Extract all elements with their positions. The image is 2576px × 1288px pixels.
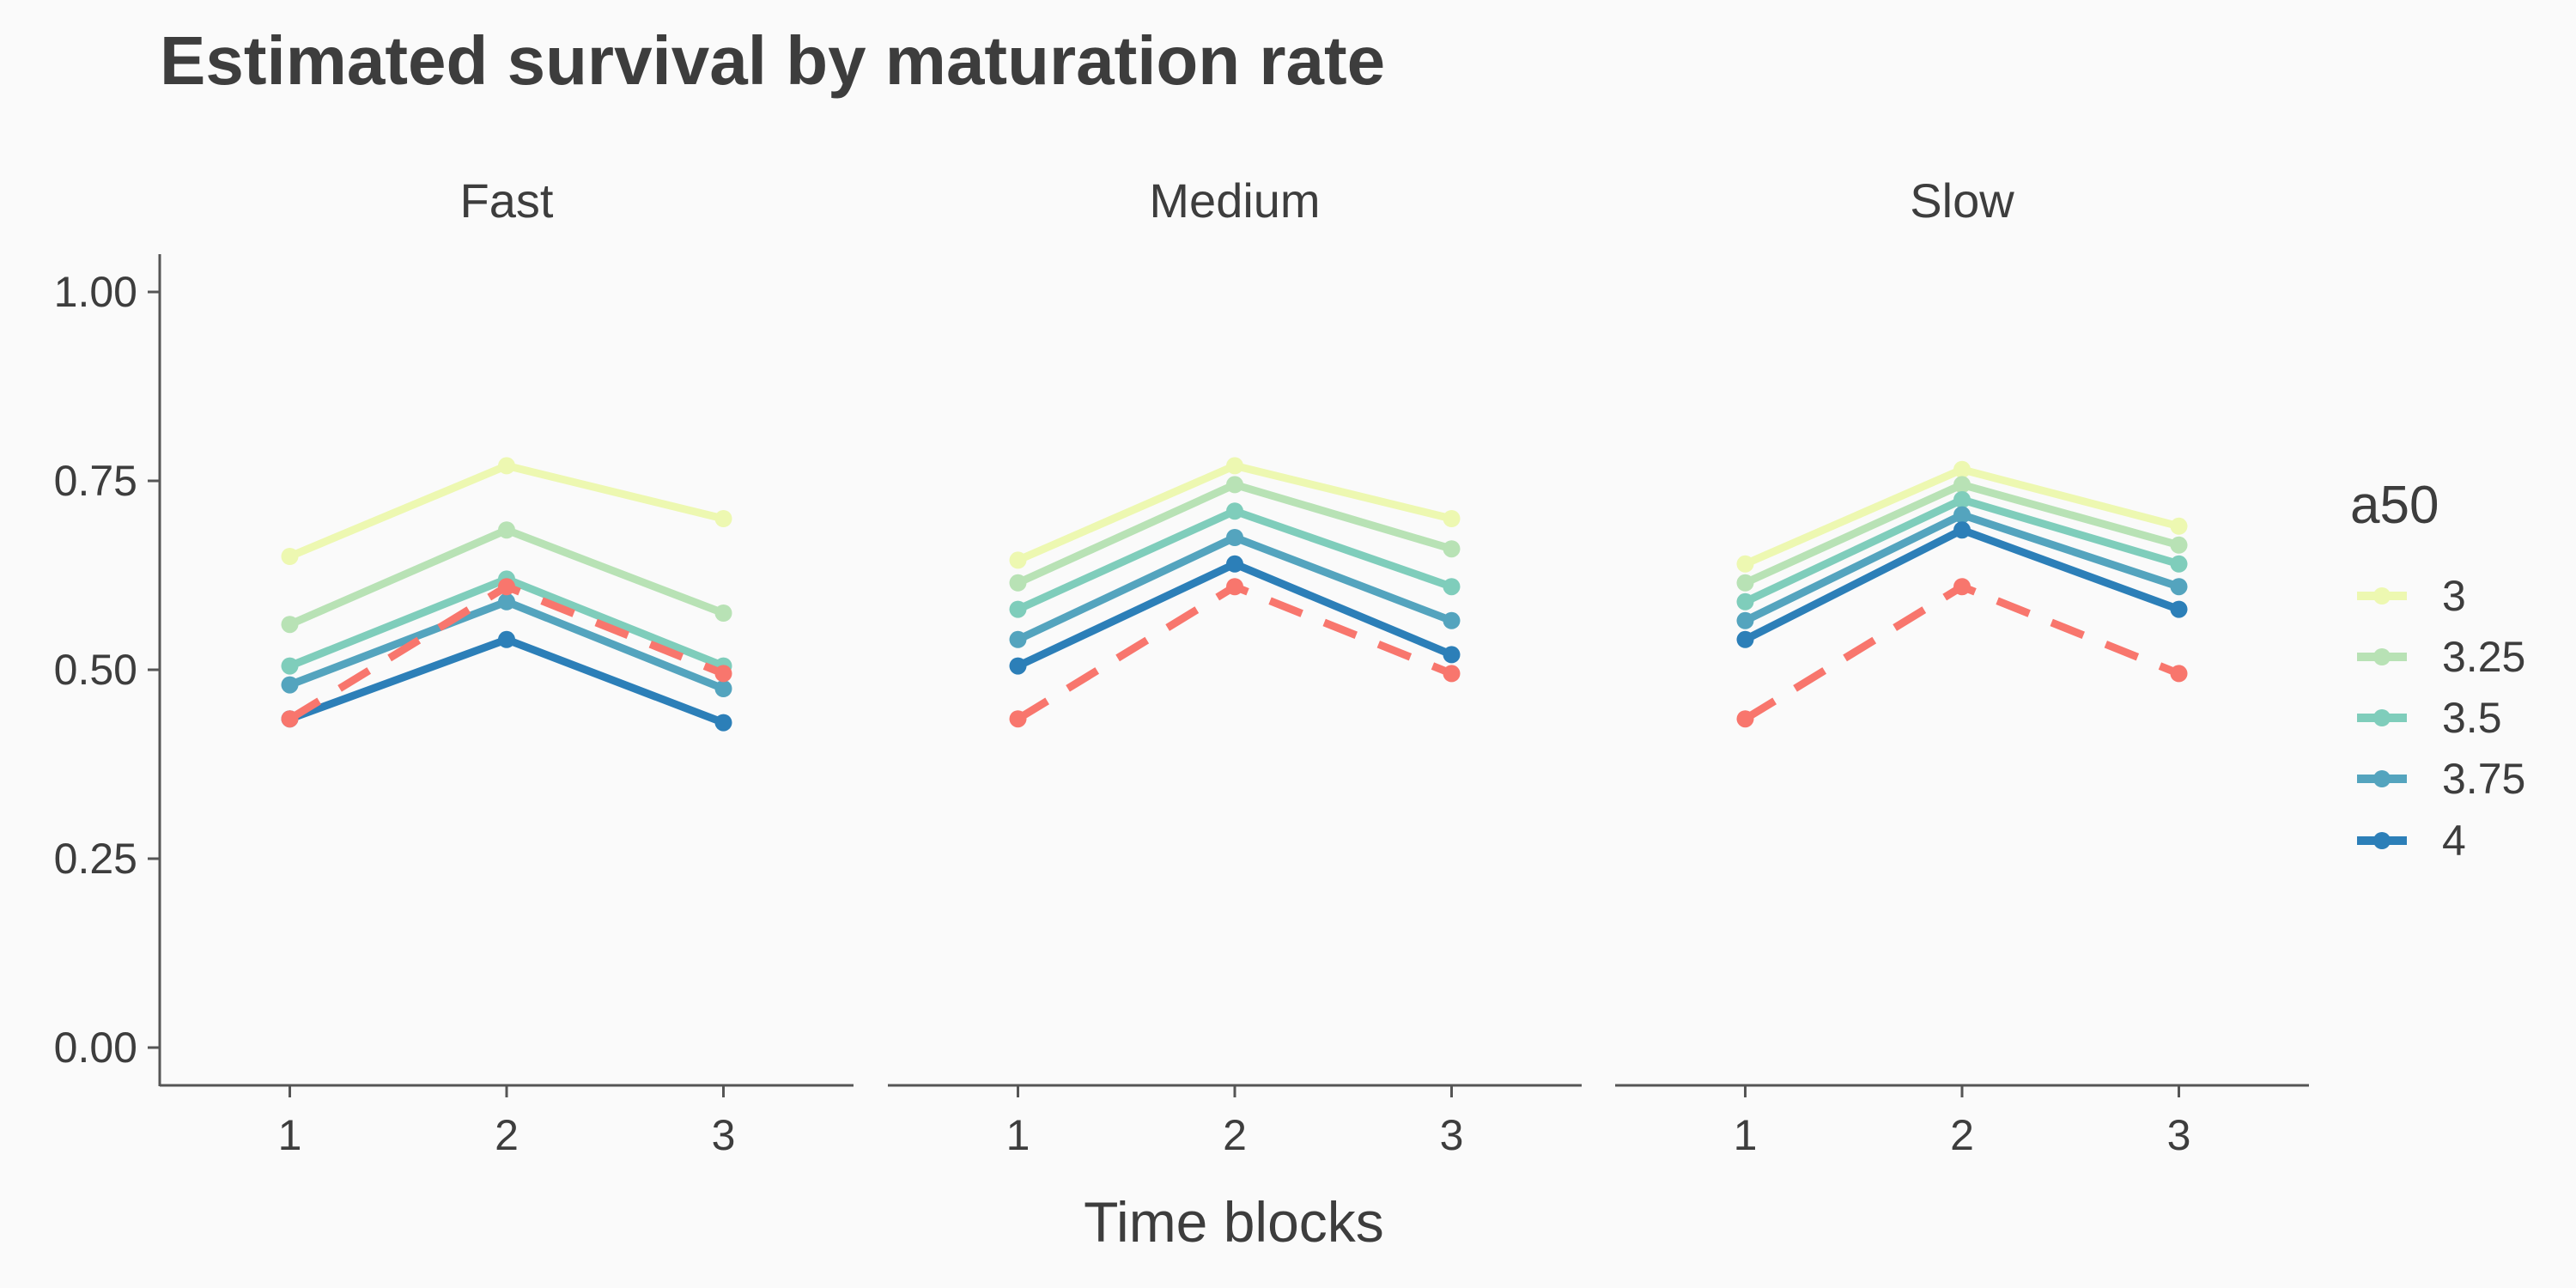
data-point-a50-3.75 bbox=[498, 592, 515, 611]
panel-strip-label: Slow bbox=[1910, 173, 2014, 228]
data-point-a50-3.5 bbox=[1953, 491, 1971, 508]
data-point-a50-3 bbox=[2170, 517, 2188, 535]
legend-key-point bbox=[2373, 587, 2391, 605]
data-point-a50-3.25 bbox=[281, 616, 299, 634]
reference-point bbox=[1953, 578, 1971, 596]
legend-key-point bbox=[2373, 648, 2391, 665]
data-point-a50-3 bbox=[1226, 457, 1243, 475]
legend-item-3.75: 3.75 bbox=[2357, 755, 2525, 803]
x-tick-label: 2 bbox=[495, 1111, 519, 1159]
data-point-a50-3 bbox=[498, 457, 515, 475]
panel-medium: Medium 1 2 3 bbox=[888, 173, 1582, 1159]
data-point-a50-3.75 bbox=[1953, 506, 1971, 524]
data-point-a50-3.25 bbox=[714, 605, 732, 622]
reference-point bbox=[498, 578, 515, 596]
panel-strip-label: Medium bbox=[1149, 173, 1320, 228]
data-point-a50-3.25 bbox=[1226, 476, 1243, 494]
legend-label: 3 bbox=[2442, 572, 2466, 620]
y-tick-label: 0.75 bbox=[54, 457, 137, 505]
data-point-a50-4 bbox=[1443, 646, 1461, 664]
data-point-a50-3.25 bbox=[1953, 476, 1971, 494]
reference-point bbox=[281, 710, 299, 728]
data-point-a50-3.5 bbox=[1226, 502, 1243, 520]
data-point-a50-3.75 bbox=[1736, 611, 1754, 629]
reference-point bbox=[714, 665, 732, 683]
x-tick-label: 1 bbox=[1734, 1111, 1758, 1159]
data-point-a50-3.5 bbox=[281, 657, 299, 675]
panel-slow: Slow 1 2 3 bbox=[1615, 173, 2309, 1159]
reference-point bbox=[1443, 665, 1461, 683]
reference-point bbox=[1736, 710, 1754, 728]
y-tick-label: 0.25 bbox=[54, 835, 137, 883]
legend-label: 3.5 bbox=[2442, 694, 2502, 742]
data-point-a50-3.75 bbox=[281, 676, 299, 694]
legend-key-point bbox=[2373, 832, 2391, 849]
x-tick-label: 3 bbox=[2167, 1111, 2191, 1159]
data-point-a50-4 bbox=[2170, 600, 2188, 618]
legend-item-4: 4 bbox=[2357, 817, 2466, 865]
x-tick-label: 1 bbox=[1006, 1111, 1030, 1159]
x-tick-label: 1 bbox=[278, 1111, 302, 1159]
y-tick-label: 0.00 bbox=[54, 1024, 137, 1072]
data-point-a50-3.25 bbox=[1009, 574, 1027, 592]
data-point-a50-3.5 bbox=[1443, 578, 1461, 596]
x-tick-label: 2 bbox=[1950, 1111, 1974, 1159]
data-point-a50-3.25 bbox=[1443, 540, 1461, 558]
panel-strip-label: Fast bbox=[460, 173, 554, 228]
data-point-a50-3 bbox=[714, 510, 732, 527]
data-point-a50-3.75 bbox=[714, 680, 732, 697]
data-point-a50-3 bbox=[281, 548, 299, 565]
data-point-a50-4 bbox=[1009, 657, 1027, 675]
data-point-a50-4 bbox=[1226, 555, 1243, 573]
data-point-a50-3.5 bbox=[2170, 555, 2188, 573]
reference-point bbox=[1226, 578, 1243, 596]
x-axis-title: Time blocks bbox=[1084, 1190, 1384, 1254]
legend-key-point bbox=[2373, 709, 2391, 726]
data-point-a50-4 bbox=[1953, 521, 1971, 539]
x-tick-label: 3 bbox=[712, 1111, 736, 1159]
data-point-a50-3.75 bbox=[1226, 529, 1243, 546]
legend-label: 3.25 bbox=[2442, 633, 2525, 681]
data-point-a50-3.25 bbox=[1736, 574, 1754, 592]
legend-key-point bbox=[2373, 770, 2391, 787]
data-point-a50-3.75 bbox=[1443, 611, 1461, 629]
data-point-a50-3 bbox=[1736, 555, 1754, 573]
data-point-a50-3 bbox=[1009, 551, 1027, 569]
data-point-a50-4 bbox=[498, 630, 515, 648]
legend-item-3.5: 3.5 bbox=[2357, 694, 2502, 742]
data-point-a50-3.5 bbox=[1009, 600, 1027, 618]
legend-label: 4 bbox=[2442, 817, 2466, 865]
x-tick-label: 3 bbox=[1440, 1111, 1464, 1159]
data-point-a50-3.75 bbox=[2170, 578, 2188, 596]
data-point-a50-4 bbox=[1736, 630, 1754, 648]
legend-label: 3.75 bbox=[2442, 755, 2525, 803]
data-point-a50-3.5 bbox=[1736, 592, 1754, 611]
data-point-a50-3.25 bbox=[2170, 536, 2188, 554]
legend-item-3.25: 3.25 bbox=[2357, 633, 2525, 681]
data-point-a50-3 bbox=[1443, 510, 1461, 527]
reference-point bbox=[1009, 710, 1027, 728]
y-tick-label: 1.00 bbox=[54, 268, 137, 316]
data-point-a50-3.75 bbox=[1009, 630, 1027, 648]
data-point-a50-3 bbox=[1953, 460, 1971, 478]
reference-point bbox=[2170, 665, 2188, 683]
data-point-a50-4 bbox=[714, 714, 732, 732]
data-point-a50-3.25 bbox=[498, 521, 515, 539]
x-tick-label: 2 bbox=[1223, 1111, 1247, 1159]
legend-title: a50 bbox=[2350, 476, 2439, 535]
chart-title: Estimated survival by maturation rate bbox=[160, 22, 1385, 99]
legend-item-3: 3 bbox=[2357, 572, 2466, 620]
panel-fast: Fast 1 2 3 bbox=[160, 173, 854, 1159]
y-tick-label: 0.50 bbox=[54, 646, 137, 694]
